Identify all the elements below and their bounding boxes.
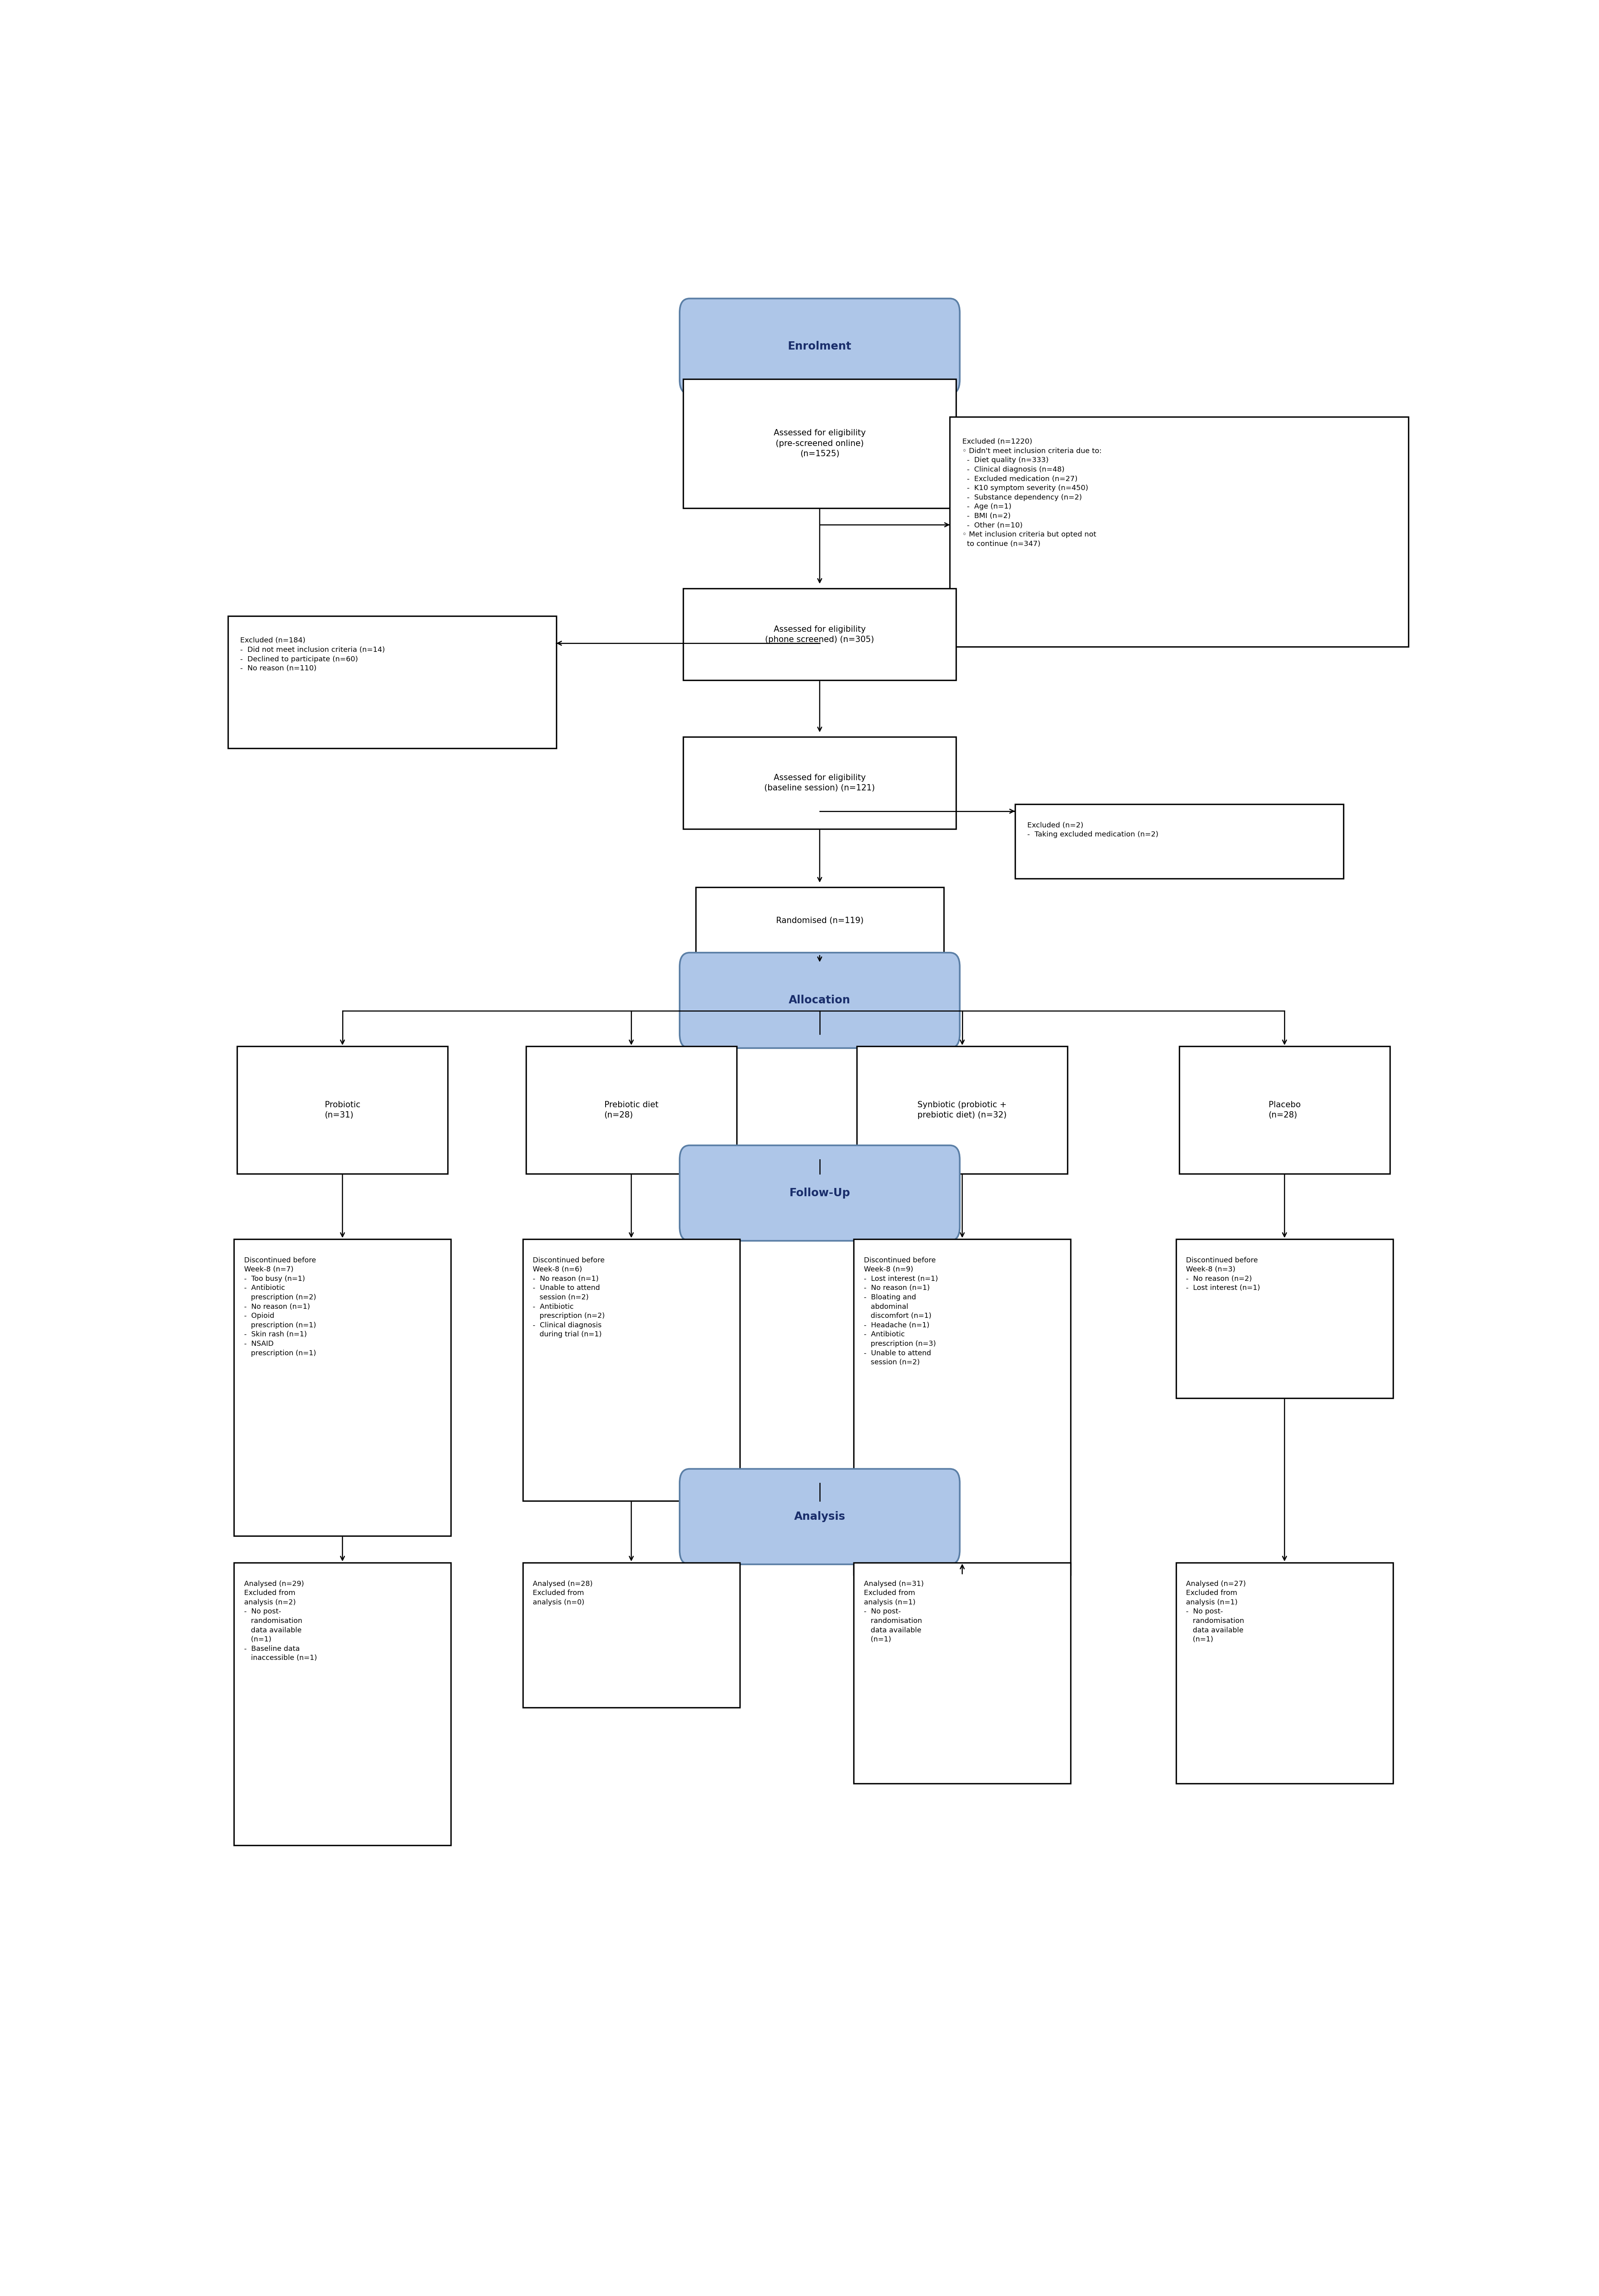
Text: Placebo
(n=28): Placebo (n=28) xyxy=(1268,1100,1300,1118)
Text: Analysis: Analysis xyxy=(793,1511,846,1522)
FancyBboxPatch shape xyxy=(680,953,959,1047)
Text: Excluded (n=1220)
◦ Didn't meet inclusion criteria due to:
  -  Diet quality (n=: Excluded (n=1220) ◦ Didn't meet inclusio… xyxy=(963,439,1102,546)
FancyBboxPatch shape xyxy=(680,298,959,395)
Bar xyxy=(1015,804,1343,879)
Bar xyxy=(523,1564,740,1708)
Text: Synbiotic (probiotic +
prebiotic diet) (n=32): Synbiotic (probiotic + prebiotic diet) (… xyxy=(918,1100,1007,1118)
Bar xyxy=(854,1564,1070,1784)
Text: Discontinued before
Week-8 (n=9)
-  Lost interest (n=1)
-  No reason (n=1)
-  Bl: Discontinued before Week-8 (n=9) - Lost … xyxy=(863,1256,937,1366)
Bar xyxy=(696,886,943,955)
Bar xyxy=(1175,1564,1393,1784)
Text: Analysed (n=27)
Excluded from
analysis (n=1)
-  No post-
   randomisation
   dat: Analysed (n=27) Excluded from analysis (… xyxy=(1186,1580,1246,1644)
Text: Prebiotic diet
(n=28): Prebiotic diet (n=28) xyxy=(604,1100,659,1118)
Bar xyxy=(857,1047,1068,1173)
Text: Discontinued before
Week-8 (n=3)
-  No reason (n=2)
-  Lost interest (n=1): Discontinued before Week-8 (n=3) - No re… xyxy=(1186,1256,1260,1293)
Text: Enrolment: Enrolment xyxy=(788,340,851,351)
Bar xyxy=(1178,1047,1390,1173)
Bar xyxy=(523,1240,740,1502)
Text: Excluded (n=2)
-  Taking excluded medication (n=2): Excluded (n=2) - Taking excluded medicat… xyxy=(1027,822,1158,838)
Bar xyxy=(526,1047,737,1173)
Text: Follow-Up: Follow-Up xyxy=(788,1187,851,1199)
Bar xyxy=(683,588,956,680)
Text: Assessed for eligibility
(pre-screened online)
(n=1525): Assessed for eligibility (pre-screened o… xyxy=(774,429,865,457)
Bar xyxy=(950,418,1409,647)
Text: Analysed (n=28)
Excluded from
analysis (n=0): Analysed (n=28) Excluded from analysis (… xyxy=(532,1580,593,1605)
Bar xyxy=(683,379,956,507)
Bar xyxy=(233,1564,451,1846)
Text: Assessed for eligibility
(phone screened) (n=305): Assessed for eligibility (phone screened… xyxy=(764,625,875,643)
Text: Randomised (n=119): Randomised (n=119) xyxy=(776,916,863,925)
Bar xyxy=(683,737,956,829)
Text: Analysed (n=29)
Excluded from
analysis (n=2)
-  No post-
   randomisation
   dat: Analysed (n=29) Excluded from analysis (… xyxy=(245,1580,317,1662)
Bar xyxy=(227,615,556,748)
Text: Discontinued before
Week-8 (n=6)
-  No reason (n=1)
-  Unable to attend
   sessi: Discontinued before Week-8 (n=6) - No re… xyxy=(532,1256,604,1339)
Text: Allocation: Allocation xyxy=(788,994,851,1006)
FancyBboxPatch shape xyxy=(680,1469,959,1564)
Text: Excluded (n=184)
-  Did not meet inclusion criteria (n=14)
-  Declined to partic: Excluded (n=184) - Did not meet inclusio… xyxy=(240,636,385,673)
Bar xyxy=(854,1240,1070,1575)
Bar xyxy=(233,1240,451,1536)
Text: Analysed (n=31)
Excluded from
analysis (n=1)
-  No post-
   randomisation
   dat: Analysed (n=31) Excluded from analysis (… xyxy=(863,1580,923,1644)
Text: Probiotic
(n=31): Probiotic (n=31) xyxy=(325,1100,360,1118)
Bar xyxy=(1175,1240,1393,1398)
Text: Discontinued before
Week-8 (n=7)
-  Too busy (n=1)
-  Antibiotic
   prescription: Discontinued before Week-8 (n=7) - Too b… xyxy=(245,1256,317,1357)
Text: Assessed for eligibility
(baseline session) (n=121): Assessed for eligibility (baseline sessi… xyxy=(764,774,875,792)
FancyBboxPatch shape xyxy=(680,1146,959,1240)
Bar xyxy=(237,1047,448,1173)
